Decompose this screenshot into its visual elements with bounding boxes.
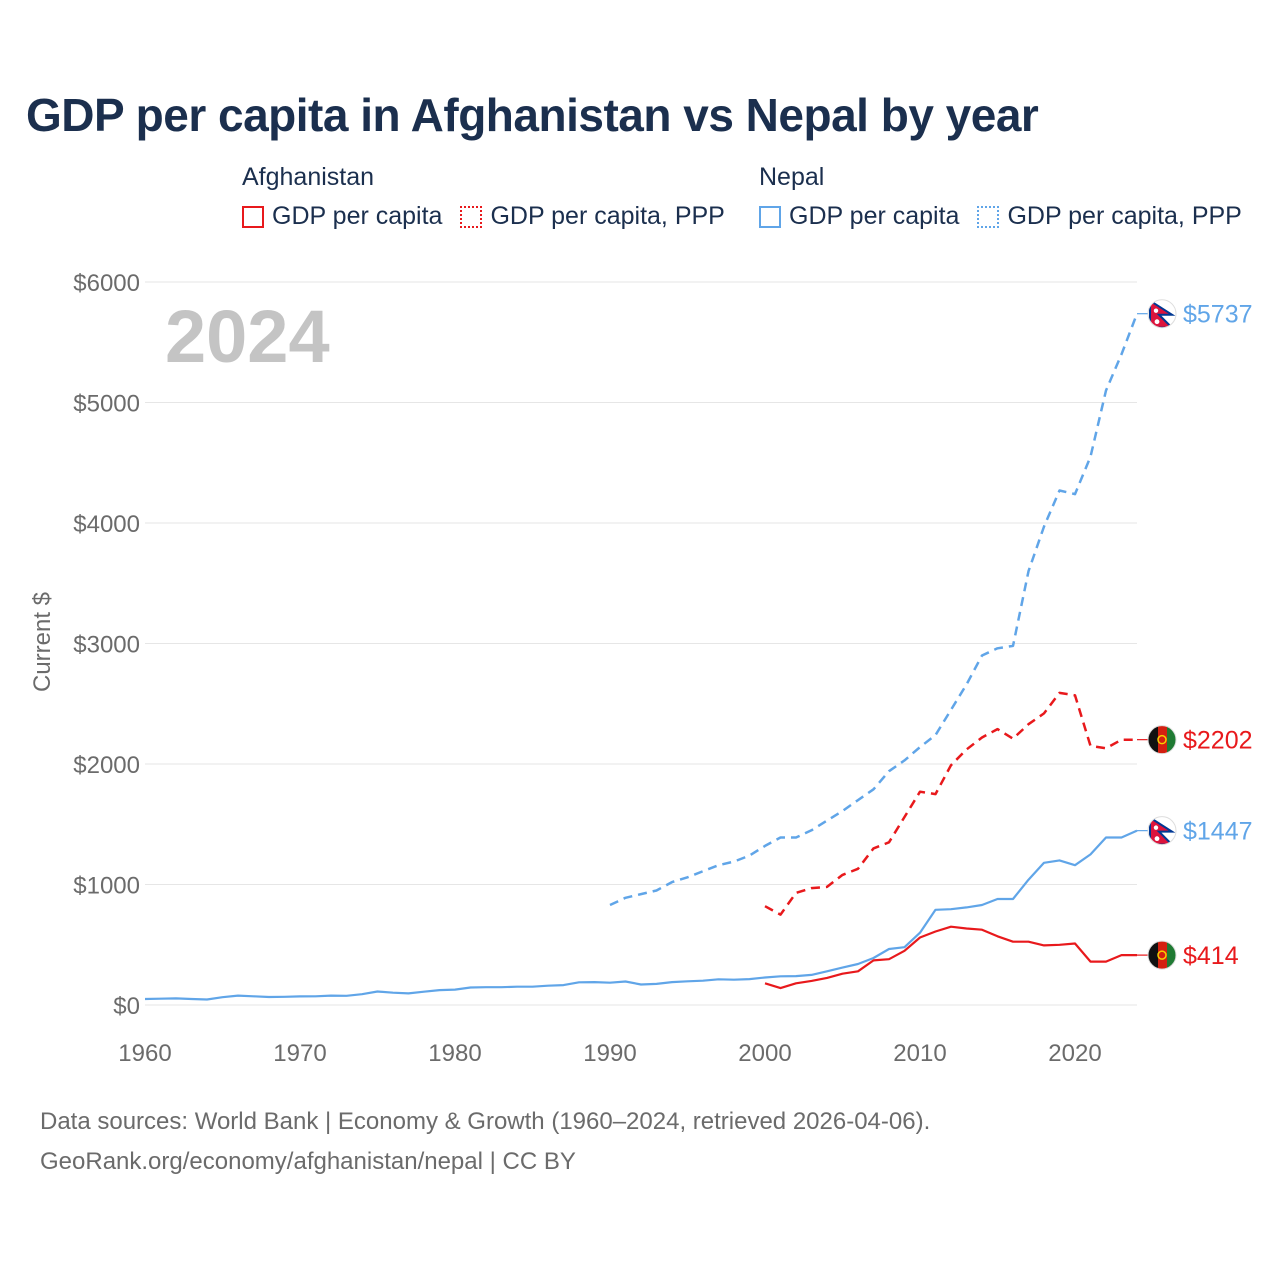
series-line-nepal-gdp[interactable] — [144, 829, 1138, 1001]
x-tick-label: 1990 — [583, 1040, 636, 1067]
end-value-label: $2202 — [1183, 727, 1253, 755]
legend-afghanistan-gdp-label: GDP per capita — [272, 202, 443, 230]
afghanistan-flag-icon — [1147, 940, 1177, 970]
y-axis-label: Current $ — [29, 592, 56, 692]
footer-sources: Data sources: World Bank | Economy & Gro… — [40, 1108, 931, 1135]
legend-afghanistan: Afghanistan GDP per capita GDP per capit… — [242, 163, 743, 231]
legend-swatch-dotted-blue — [977, 205, 1000, 228]
legend-afghanistan-gdp[interactable]: GDP per capita — [242, 202, 442, 231]
x-tick-label: 2010 — [893, 1040, 946, 1067]
legend-swatch-solid-blue — [759, 205, 781, 228]
x-tick-label: 1970 — [273, 1040, 326, 1067]
legend-nepal-gdp-label: GDP per capita — [789, 202, 960, 230]
x-tick-label: 1980 — [428, 1040, 481, 1067]
legend-afghanistan-ppp[interactable]: GDP per capita, PPP — [460, 202, 725, 231]
legend-nepal-ppp-label: GDP per capita, PPP — [1007, 202, 1242, 230]
footer-credit[interactable]: GeoRank.org/economy/afghanistan/nepal | … — [40, 1148, 576, 1175]
y-tick-label: $6000 — [73, 270, 140, 297]
year-watermark: 2024 — [165, 295, 330, 378]
y-tick-label: $5000 — [73, 391, 140, 418]
legend-swatch-solid-red — [242, 205, 264, 228]
y-tick-label: $4000 — [73, 511, 140, 538]
y-tick-label: $1000 — [73, 873, 140, 900]
legend-afghanistan-ppp-label: GDP per capita, PPP — [490, 202, 725, 230]
series-line-nepal-ppp[interactable] — [609, 313, 1139, 907]
legend-nepal-ppp[interactable]: GDP per capita, PPP — [977, 202, 1242, 231]
y-tick-label: $0 — [113, 993, 140, 1020]
y-tick-label: $3000 — [73, 632, 140, 659]
end-value-label: $414 — [1183, 942, 1239, 970]
y-tick-label: $2000 — [73, 752, 140, 779]
legend-nepal: Nepal GDP per capita GDP per capita, PPP — [759, 163, 1260, 231]
nepal-flag-icon — [1147, 816, 1177, 846]
end-value-label: $5737 — [1183, 301, 1253, 329]
x-tick-label: 1960 — [118, 1040, 171, 1067]
x-tick-label: 2000 — [738, 1040, 791, 1067]
series-line-afghanistan-gdp[interactable] — [764, 925, 1137, 990]
x-tick-label: 2020 — [1048, 1040, 1101, 1067]
legend-nepal-name: Nepal — [759, 163, 825, 191]
legend-nepal-gdp[interactable]: GDP per capita — [759, 202, 959, 231]
legend-swatch-dotted-red — [460, 205, 483, 228]
chart-title: GDP per capita in Afghanistan vs Nepal b… — [26, 89, 1039, 141]
nepal-flag-icon — [1147, 299, 1177, 329]
series-line-afghanistan-ppp[interactable] — [764, 691, 1137, 916]
legend-afghanistan-name: Afghanistan — [242, 163, 375, 191]
afghanistan-flag-icon — [1147, 725, 1177, 755]
end-value-label: $1447 — [1183, 818, 1253, 846]
